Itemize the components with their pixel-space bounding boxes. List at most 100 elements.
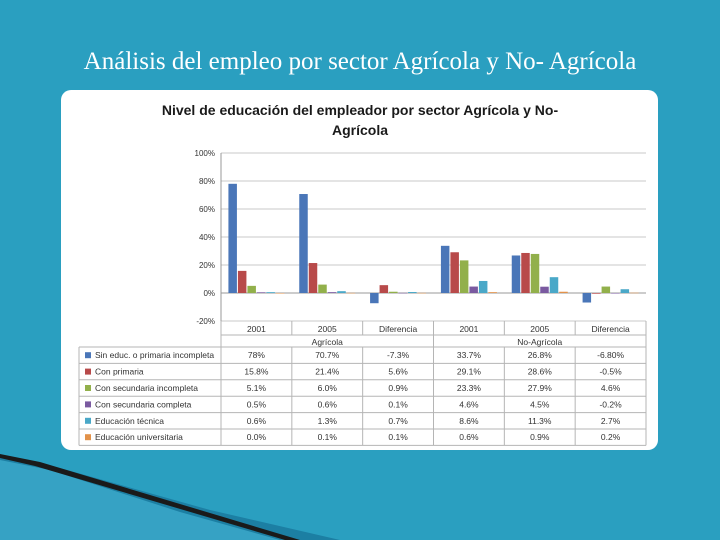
data-label: 5.1% (247, 383, 267, 393)
data-label: 4.6% (459, 399, 479, 409)
data-label: 26.8% (528, 350, 553, 360)
data-label: 0.6% (247, 416, 267, 426)
legend-key (85, 368, 91, 375)
bar (327, 292, 337, 293)
data-label: 27.9% (528, 383, 553, 393)
data-label: 23.3% (457, 383, 482, 393)
bar (247, 285, 256, 293)
bar (370, 293, 379, 304)
decorative-swoosh (0, 454, 340, 540)
bar (417, 292, 427, 294)
bar (620, 289, 630, 293)
bar (275, 293, 285, 294)
bar (308, 263, 318, 293)
bar (408, 292, 417, 293)
y-tick-label: 80% (199, 177, 215, 186)
bar (469, 286, 478, 293)
category-label: Diferencia (591, 324, 630, 334)
y-tick-label: 100% (195, 149, 215, 158)
bar (237, 270, 247, 293)
data-label: 21.4% (315, 367, 340, 377)
bar (478, 280, 488, 293)
chart-title-line: Nivel de educación del empleador por sec… (162, 102, 559, 118)
bar (601, 286, 611, 293)
data-label: 2.7% (601, 416, 621, 426)
data-label: 1.3% (318, 416, 338, 426)
group-label: Agrícola (312, 337, 343, 347)
data-label: 0.2% (601, 432, 621, 442)
data-label: 29.1% (457, 367, 482, 377)
legend-label: Educación universitaria (95, 432, 183, 442)
bar (299, 194, 308, 293)
bar (440, 245, 450, 293)
category-label: 2001 (247, 324, 266, 334)
data-label: -7.3% (387, 350, 410, 360)
chart-title-line: Agrícola (332, 122, 388, 138)
bar (459, 260, 469, 293)
legend-label: Educación técnica (95, 416, 164, 426)
data-label: 0.1% (318, 432, 338, 442)
bar (630, 292, 639, 294)
data-label: 0.7% (388, 416, 408, 426)
data-label: 0.6% (318, 399, 338, 409)
data-label: -6.80% (597, 350, 624, 360)
y-tick-label: 60% (199, 205, 215, 214)
legend-key (85, 401, 91, 408)
chart-panel: Nivel de educación del empleador por sec… (61, 90, 658, 450)
data-label: 33.7% (457, 350, 482, 360)
bar (488, 292, 497, 293)
category-label: 2005 (530, 324, 549, 334)
data-label: 0.9% (530, 432, 550, 442)
data-label: 0.9% (388, 383, 408, 393)
bar (346, 292, 356, 294)
bar (318, 284, 327, 293)
legend-label: Con secundaria completa (95, 399, 192, 409)
data-label: 5.6% (388, 367, 408, 377)
legend-key (85, 434, 91, 441)
data-label: 28.6% (528, 367, 553, 377)
y-tick-label: -20% (196, 317, 215, 326)
bar (256, 292, 266, 293)
data-label: 0.1% (388, 432, 408, 442)
legend-label: Sin educ. o primaria incompleta (95, 350, 214, 360)
data-label: 4.5% (530, 399, 550, 409)
bar (266, 292, 275, 293)
y-tick-label: 0% (203, 289, 215, 298)
data-label: 15.8% (244, 367, 269, 377)
bar (540, 286, 549, 293)
data-label: 6.0% (318, 383, 338, 393)
category-label: Diferencia (379, 324, 418, 334)
y-tick-label: 40% (199, 233, 215, 242)
bar (337, 291, 346, 293)
bar (450, 252, 459, 293)
data-label: 0.6% (459, 432, 479, 442)
category-label: 2005 (318, 324, 337, 334)
data-label: 11.3% (528, 416, 552, 426)
bar (379, 285, 389, 293)
legend-key (85, 417, 91, 424)
category-label: 2001 (459, 324, 478, 334)
bar (559, 291, 568, 293)
bar (389, 291, 398, 293)
data-label: 0.5% (247, 399, 267, 409)
bar (549, 277, 559, 293)
data-label: 0.0% (247, 432, 267, 442)
bar (511, 255, 521, 293)
bar (228, 183, 237, 293)
legend-key (85, 385, 91, 391)
bar (582, 293, 592, 303)
education-chart: Nivel de educación del empleador por sec… (78, 102, 647, 446)
data-label: 4.6% (601, 383, 621, 393)
bar (398, 292, 408, 294)
data-label: 8.6% (459, 416, 479, 426)
bar (592, 293, 601, 294)
group-label: No-Agrícola (517, 337, 562, 347)
data-label: 0.1% (388, 399, 408, 409)
bar (611, 293, 620, 294)
data-label: 70.7% (315, 350, 340, 360)
legend-label: Con primaria (95, 367, 144, 377)
data-label: -0.2% (599, 399, 622, 409)
data-label: 78% (248, 350, 265, 360)
bar (530, 253, 540, 293)
data-label: -0.5% (599, 367, 622, 377)
